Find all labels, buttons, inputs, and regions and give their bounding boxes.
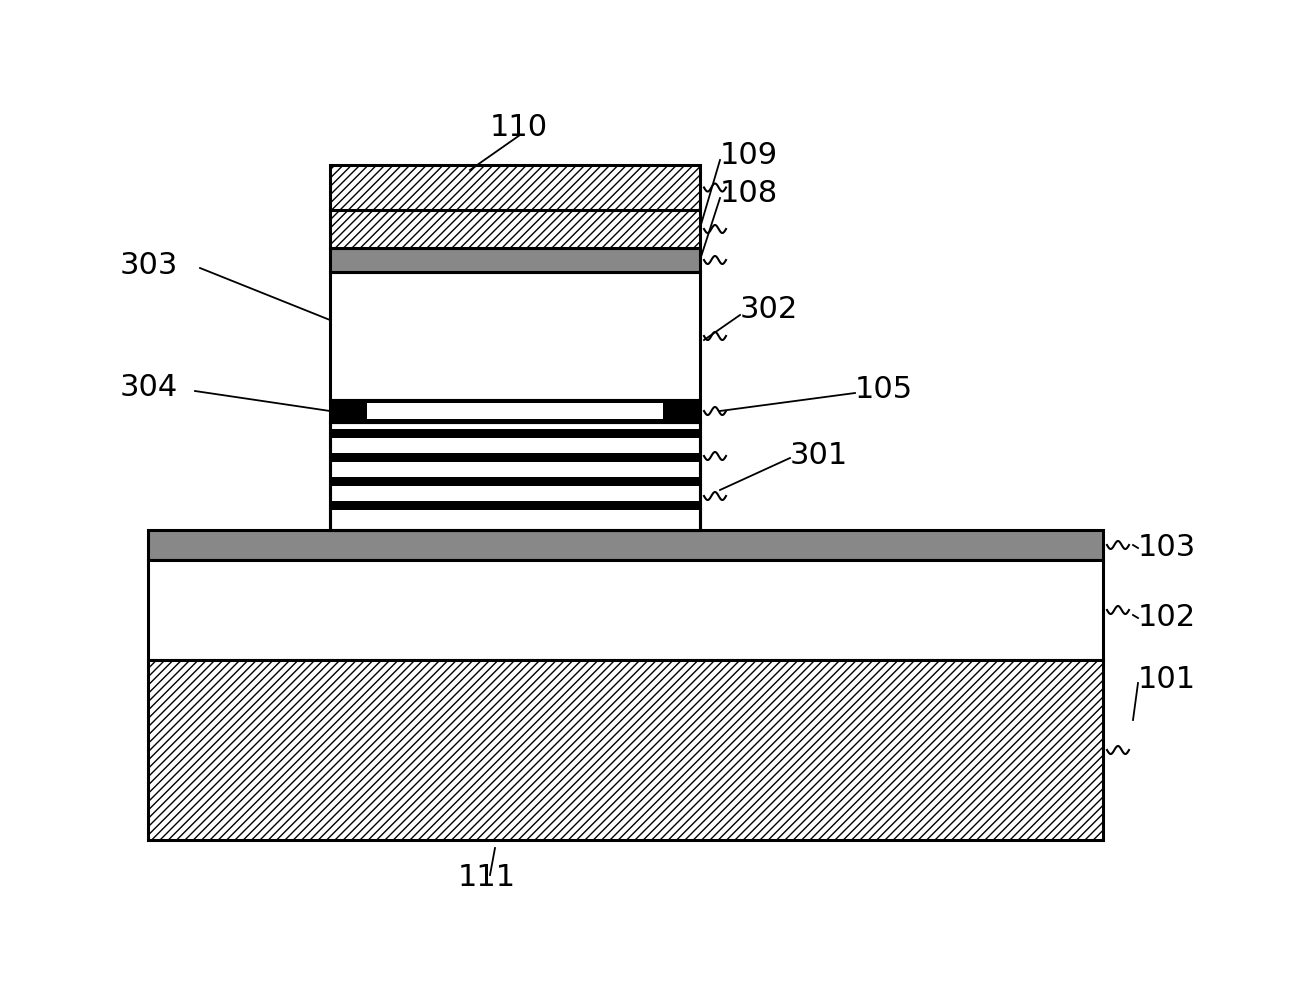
Text: 304: 304	[120, 373, 178, 402]
Text: 108: 108	[720, 178, 778, 208]
Bar	[329, 453, 700, 462]
Bar	[329, 400, 700, 422]
Bar	[149, 560, 1103, 660]
Bar	[329, 422, 700, 530]
Bar	[329, 248, 700, 272]
Bar	[329, 272, 700, 400]
Bar	[329, 165, 700, 210]
Bar	[149, 530, 1103, 560]
Bar	[329, 429, 700, 438]
Text: 101: 101	[1138, 666, 1196, 694]
Bar	[329, 501, 700, 510]
Text: 301: 301	[789, 440, 849, 470]
Text: 105: 105	[855, 375, 913, 404]
Text: 110: 110	[490, 113, 548, 142]
Bar	[329, 477, 700, 486]
Bar	[329, 422, 700, 530]
Text: 103: 103	[1138, 534, 1196, 562]
Text: 102: 102	[1138, 603, 1196, 633]
Text: 302: 302	[740, 296, 798, 324]
Text: 109: 109	[720, 140, 778, 169]
Text: 111: 111	[457, 863, 516, 892]
Bar	[329, 210, 700, 248]
Bar	[367, 403, 663, 419]
Bar	[149, 660, 1103, 840]
Text: 303: 303	[120, 250, 178, 279]
